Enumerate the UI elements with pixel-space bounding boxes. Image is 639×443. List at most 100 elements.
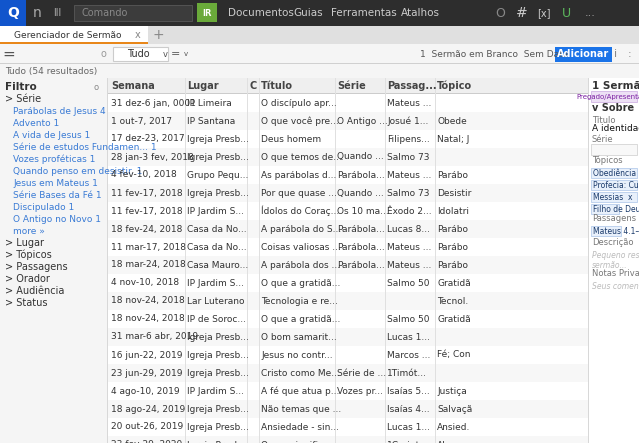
Text: Descrição: Descrição xyxy=(592,237,633,246)
Text: A vida de Jesus 1: A vida de Jesus 1 xyxy=(13,131,90,140)
Text: A fé que atua p...: A fé que atua p... xyxy=(261,386,339,396)
Text: Salmo 50: Salmo 50 xyxy=(387,315,429,323)
Text: Coisas valiosas ...: Coisas valiosas ... xyxy=(261,242,341,252)
Text: Igreja Presb...: Igreja Presb... xyxy=(187,423,249,431)
Text: v Sobre: v Sobre xyxy=(592,103,634,113)
Text: o: o xyxy=(93,82,98,92)
Text: Passagens: Passagens xyxy=(592,214,636,222)
Bar xyxy=(555,47,612,62)
Text: more »: more » xyxy=(13,226,45,236)
Text: Série de estudos Fundamen... 1: Série de estudos Fundamen... 1 xyxy=(13,143,157,152)
Text: Marcos ...: Marcos ... xyxy=(387,350,431,360)
Text: Isaías 4...: Isaías 4... xyxy=(387,404,429,413)
Text: Filho de Deus  x: Filho de Deus x xyxy=(593,205,639,214)
Text: O discípulo apr...: O discípulo apr... xyxy=(261,98,337,108)
Text: Série de ...: Série de ... xyxy=(337,369,386,377)
Text: Lucas 1...: Lucas 1... xyxy=(387,333,430,342)
Text: Mateus ...: Mateus ... xyxy=(387,171,431,179)
Bar xyxy=(108,219,588,220)
Text: 18 nov-24, 2018: 18 nov-24, 2018 xyxy=(111,296,185,306)
Text: Parábola...: Parábola... xyxy=(337,242,385,252)
Bar xyxy=(0,44,639,64)
Bar xyxy=(591,226,621,236)
Bar xyxy=(0,26,148,44)
Text: Salmo 50: Salmo 50 xyxy=(387,279,429,288)
Text: A parábola dos ...: A parábola dos ... xyxy=(261,260,340,269)
Text: Tecnol.: Tecnol. xyxy=(437,296,468,306)
Text: Guias: Guias xyxy=(293,8,323,18)
Text: > Série: > Série xyxy=(5,94,41,104)
Bar xyxy=(108,274,588,292)
Text: Obediência  x: Obediência x xyxy=(593,168,639,178)
Text: 31 mar-6 abr, 2019: 31 mar-6 abr, 2019 xyxy=(111,333,198,342)
Text: Atalhos: Atalhos xyxy=(401,8,440,18)
Bar xyxy=(591,204,619,214)
Text: A parábola do S...: A parábola do S... xyxy=(261,225,341,233)
Bar xyxy=(197,3,217,22)
Text: =: = xyxy=(171,49,181,59)
Bar xyxy=(108,382,588,400)
Text: Gerenciador de Sermão: Gerenciador de Sermão xyxy=(14,31,121,39)
Text: IP Jardim S...: IP Jardim S... xyxy=(187,386,244,396)
Text: Ídolos do Coraç...: Ídolos do Coraç... xyxy=(261,206,339,216)
Text: As parábolas d...: As parábolas d... xyxy=(261,171,336,179)
Text: Igreja Presb...: Igreja Presb... xyxy=(187,135,249,144)
Text: 1 Sermão: 1 Sermão xyxy=(592,81,639,91)
Text: A identidade do Filho de Deus: A identidade do Filho de Deus xyxy=(592,124,639,132)
Text: O que temos de...: O que temos de... xyxy=(261,152,342,162)
Text: O Antigo no Novo 1: O Antigo no Novo 1 xyxy=(13,214,101,224)
Text: Salmo 73: Salmo 73 xyxy=(387,152,429,162)
Text: Igreja Presb...: Igreja Presb... xyxy=(187,189,249,198)
Bar xyxy=(0,64,639,78)
Text: Desistir: Desistir xyxy=(437,189,472,198)
Text: > Audiência: > Audiência xyxy=(5,286,65,296)
Bar xyxy=(108,418,588,436)
Text: Cristo como Me...: Cristo como Me... xyxy=(261,369,340,377)
Text: 17 dez-23, 2017: 17 dez-23, 2017 xyxy=(111,135,185,144)
Text: Filipens...: Filipens... xyxy=(387,135,430,144)
Text: O bom samarit...: O bom samarit... xyxy=(261,333,337,342)
Text: Jesus no contr...: Jesus no contr... xyxy=(261,350,333,360)
Text: 18 mar-24, 2018: 18 mar-24, 2018 xyxy=(111,260,186,269)
Bar xyxy=(0,63,639,64)
Text: Casa da No...: Casa da No... xyxy=(187,225,247,233)
Text: Ansied.: Ansied. xyxy=(437,423,470,431)
Text: Documentos: Documentos xyxy=(228,8,294,18)
Text: Notas Privadas: Notas Privadas xyxy=(592,268,639,277)
Text: Pequeno resumo do conteúdo do
sermão...: Pequeno resumo do conteúdo do sermão... xyxy=(592,251,639,270)
Text: +: + xyxy=(152,28,164,42)
Text: n: n xyxy=(33,6,42,20)
Text: [x]: [x] xyxy=(537,8,551,18)
Text: IP de Soroc...: IP de Soroc... xyxy=(187,315,246,323)
Bar xyxy=(108,78,588,94)
Text: Tudo: Tudo xyxy=(127,49,150,59)
Text: 28 jan-3 fev, 2018: 28 jan-3 fev, 2018 xyxy=(111,152,194,162)
Text: Casa Mauro...: Casa Mauro... xyxy=(187,260,248,269)
Bar xyxy=(108,328,588,346)
Bar xyxy=(108,273,588,274)
Text: lll: lll xyxy=(53,8,61,18)
Text: Lugar: Lugar xyxy=(187,81,219,91)
Text: 18 fev-24, 2018: 18 fev-24, 2018 xyxy=(111,225,182,233)
Text: Tecnologia e re...: Tecnologia e re... xyxy=(261,296,338,306)
Bar xyxy=(108,436,588,443)
Text: Quando ...: Quando ... xyxy=(337,189,384,198)
Text: O Antigo ...: O Antigo ... xyxy=(337,117,388,125)
Text: IP Santana: IP Santana xyxy=(187,117,235,125)
Text: Ferramentas: Ferramentas xyxy=(330,8,396,18)
Text: O que significa ...: O que significa ... xyxy=(261,440,340,443)
Text: Idolatri: Idolatri xyxy=(437,206,469,215)
Bar xyxy=(108,130,588,148)
Text: Igreja Presb...: Igreja Presb... xyxy=(187,152,249,162)
Bar xyxy=(108,256,588,274)
Text: Título: Título xyxy=(261,81,293,91)
Bar xyxy=(108,292,588,310)
Text: Não temas que ...: Não temas que ... xyxy=(261,404,341,413)
Text: IR: IR xyxy=(203,8,212,18)
Text: 31 dez-6 jan, 0001: 31 dez-6 jan, 0001 xyxy=(111,98,196,108)
Text: Vozes proféticas 1: Vozes proféticas 1 xyxy=(13,154,95,164)
Text: C: C xyxy=(249,81,256,91)
Text: > Tópicos: > Tópicos xyxy=(5,250,52,260)
Bar xyxy=(0,26,639,44)
Bar xyxy=(0,42,148,44)
